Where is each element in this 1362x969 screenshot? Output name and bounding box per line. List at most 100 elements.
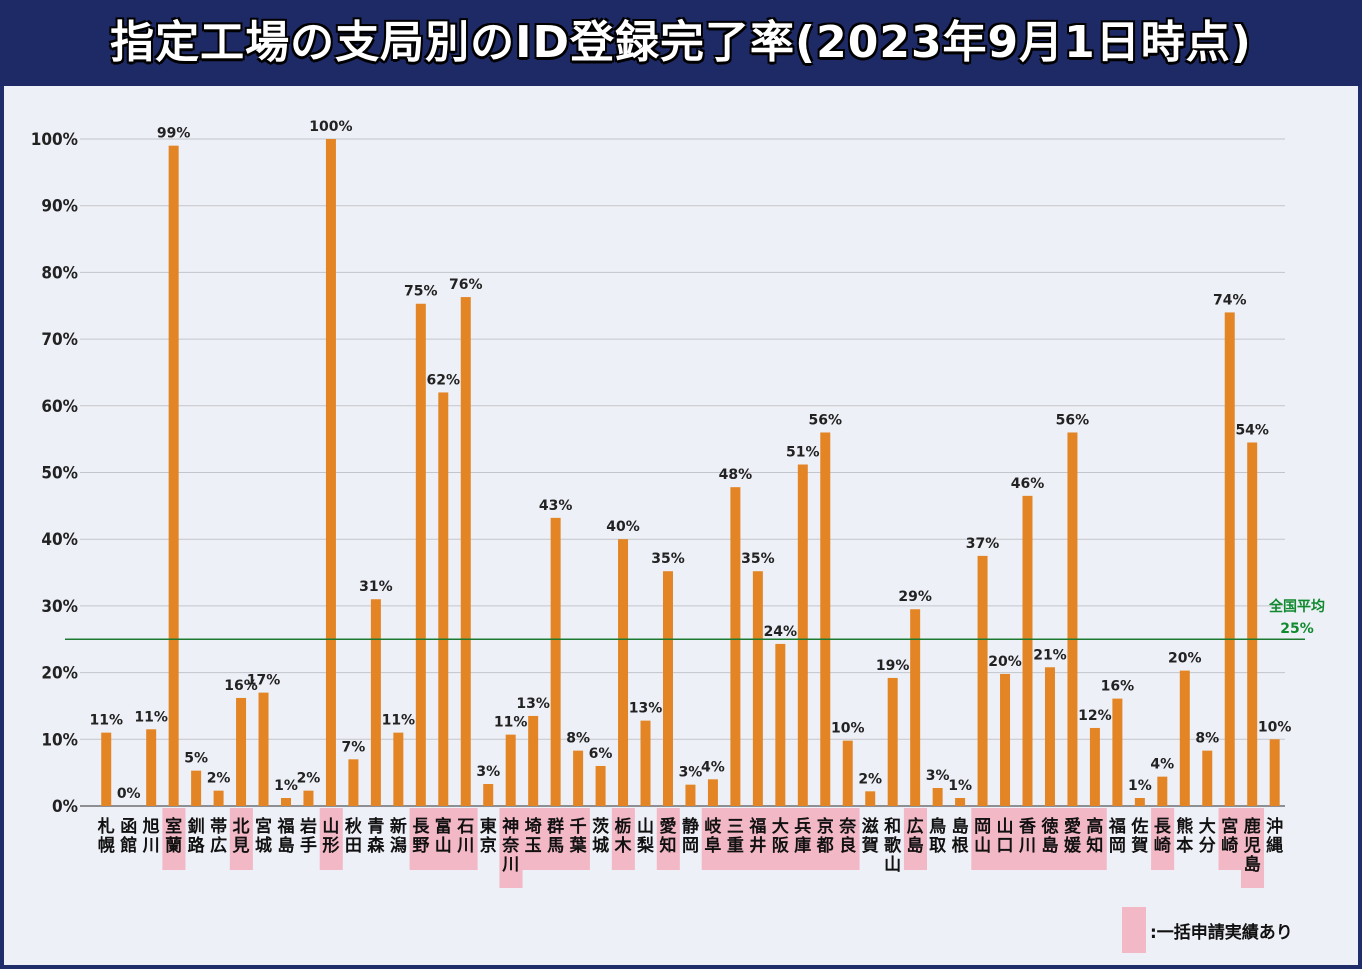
bar-宮崎 [1224,312,1235,806]
data-label: 74% [1213,292,1247,308]
data-label: 56% [1056,412,1090,428]
category-label: 香川 [1018,817,1036,856]
data-label: 11% [134,709,168,725]
bar-青森 [370,599,381,806]
bulk-application-highlight [1218,808,1242,870]
bulk-application-highlight [229,808,253,870]
data-label: 29% [898,589,932,605]
title-banner: 指定工場の支局別のID登録完了率(2023年9月1日時点) [0,0,1362,86]
data-label: 99% [157,126,191,142]
category-label: 宮城 [255,816,272,856]
bar-沖縄 [1269,739,1280,806]
category-label: 茨城 [592,816,609,856]
data-label: 1% [1128,778,1152,794]
category-label: 山梨 [636,817,655,856]
national-average-label: 全国平均 [1268,598,1325,615]
bulk-application-highlight [791,808,815,870]
category-label: 群馬 [547,816,564,856]
data-label: 100% [309,119,352,135]
data-label: 3% [679,765,703,781]
category-label: 札幌 [97,816,115,856]
bar-和歌山 [887,677,898,806]
bar-福島 [280,797,291,806]
data-label: 16% [1101,679,1135,695]
category-label: 三重 [727,817,744,856]
y-tick-label: 80% [41,263,78,283]
category-label: 宮崎 [1221,816,1238,856]
bar-宮城 [258,692,269,806]
data-label: 10% [1258,719,1292,735]
category-label: 長野 [412,817,430,856]
data-label: 4% [701,759,725,775]
data-label: 3% [476,764,500,780]
category-label: 東京 [480,816,497,856]
category-label: 沖縄 [1266,816,1283,856]
y-tick-label: 40% [41,530,78,550]
bar-岐阜 [707,779,718,806]
bulk-application-highlight [903,808,927,870]
bar-長崎 [1157,776,1168,806]
category-label: 山口 [997,817,1014,856]
category-label: 和歌山 [884,817,902,875]
data-label: 11% [494,715,528,731]
data-label: 37% [966,536,1000,552]
bar-兵庫 [797,464,808,806]
category-label: 帯広 [210,816,227,856]
category-label: 千葉 [569,817,588,856]
data-label: 7% [342,739,366,755]
category-label: 室蘭 [165,816,182,856]
bar-香川 [1022,495,1033,806]
legend-swatch [1122,907,1146,953]
bulk-application-highlight [971,808,995,870]
data-label: 1% [948,778,972,794]
chart-title: 指定工場の支局別のID登録完了率(2023年9月1日時点) [110,17,1252,68]
category-label: 静岡 [682,816,699,856]
bar-福井 [752,571,763,806]
category-label: 福岡 [1108,816,1126,856]
category-label: 岩手 [299,816,317,856]
data-label: 35% [651,551,685,567]
bulk-application-highlight [993,808,1017,870]
bar-室蘭 [168,145,179,807]
category-label: 福島 [276,816,294,856]
data-label: 19% [876,658,910,674]
data-label: 75% [404,284,438,300]
data-label: 12% [1078,708,1112,724]
bar-愛媛 [1067,432,1078,806]
bar-山形 [325,139,336,806]
bar-秋田 [348,759,359,806]
bulk-application-highlight [1038,808,1062,870]
bulk-application-highlight [409,808,433,870]
bar-京都 [820,432,831,806]
data-label: 20% [988,654,1022,670]
data-label: 2% [297,771,321,787]
data-label: 21% [1033,647,1067,663]
bulk-application-highlight [611,808,635,870]
data-label: 2% [207,771,231,787]
data-label: 3% [926,768,950,784]
y-tick-label: 90% [41,197,78,217]
data-label: 31% [359,579,393,595]
category-label: 富山 [435,816,452,856]
bar-高知 [1089,727,1100,806]
data-label: 62% [427,372,461,388]
data-label: 5% [184,751,208,767]
y-tick-label: 0% [52,797,78,817]
category-label: 鳥取 [929,816,946,856]
y-tick-label: 30% [41,597,78,617]
bar-旭川 [146,729,157,806]
bar-埼玉 [528,715,539,806]
data-label: 13% [629,701,663,717]
category-label: 新潟 [390,816,407,856]
bar-東京 [483,783,494,806]
y-tick-label: 60% [41,397,78,417]
category-label: 岐阜 [704,816,722,856]
category-label: 埼玉 [525,816,542,856]
bar-帯広 [213,790,224,806]
bulk-application-highlight [454,808,478,870]
category-label: 島根 [952,816,969,856]
category-label: 旭川 [142,816,160,856]
bar-滋賀 [865,791,876,806]
bulk-application-highlight [499,808,523,888]
